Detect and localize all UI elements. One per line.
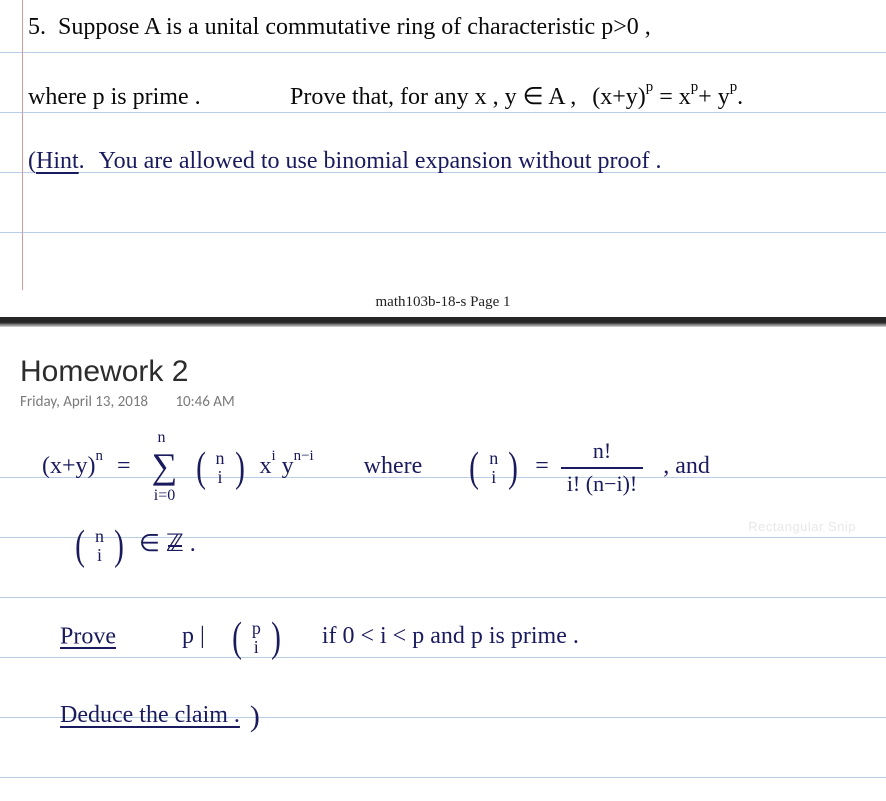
- deduce-line: Deduce the claim . ): [60, 693, 260, 732]
- rule-line: [0, 232, 886, 233]
- hw-meta: Friday, April 13, 2018 10:46 AM: [20, 393, 235, 411]
- rule-line: [0, 597, 886, 598]
- frac-den: i! (n−i)!: [561, 467, 643, 499]
- hint-line: (Hint. You are allowed to use binomial e…: [28, 146, 662, 177]
- hint-open: (: [28, 148, 36, 174]
- rule-line: [0, 52, 886, 53]
- text: 5.: [28, 14, 46, 40]
- deduce-text: Deduce the claim .: [60, 702, 240, 728]
- line2-left: where p is prime .: [28, 82, 201, 113]
- tail: , and: [663, 453, 710, 479]
- frac-num: n!: [587, 437, 617, 467]
- hint-colon: .: [79, 148, 85, 174]
- exp-p: p: [691, 79, 698, 95]
- hint-label: Hint: [36, 148, 79, 174]
- exp-p: p: [646, 79, 653, 95]
- lhs-base: (x+y): [42, 453, 96, 479]
- page-footer: math103b-18-s Page 1: [0, 290, 886, 317]
- close-paren: ): [250, 700, 260, 733]
- hint-body: You are allowed to use binomial expansio…: [99, 148, 662, 174]
- sigma-bot: i=0: [145, 486, 185, 507]
- exp-nmi: n−i: [294, 448, 314, 464]
- problem-number: 5. Suppose A is a unital commutative rin…: [28, 12, 651, 43]
- binom-bot: i: [254, 638, 259, 657]
- binom-ni: ( n i ): [191, 449, 250, 487]
- binom-stack: n i: [487, 449, 500, 487]
- eq2: =: [535, 453, 549, 479]
- binom-bot: i: [491, 468, 496, 487]
- binom-pi: ( p i ): [227, 619, 286, 657]
- page-separator: [0, 317, 886, 327]
- line2-right: Prove that, for any x , y ∈ A , (x+y)p =…: [290, 82, 743, 113]
- rule-line: [0, 777, 886, 778]
- binom-bot: i: [97, 546, 102, 565]
- binom-stack: n i: [93, 527, 106, 565]
- binom-top: n: [216, 449, 225, 468]
- binom-top: n: [489, 449, 498, 468]
- line1-text: Suppose A is a unital commutative ring o…: [58, 14, 651, 40]
- sigma: n ∑ i=0: [145, 448, 185, 487]
- binom-top: n: [95, 527, 104, 546]
- rhs: = xp+ yp.: [659, 84, 743, 110]
- binom-frac: n! i! (n−i)!: [561, 437, 643, 498]
- exp-p: p: [730, 79, 737, 95]
- sigma-symbol: ∑: [152, 446, 178, 486]
- binom-bot: i: [218, 468, 223, 487]
- hw-heading: Homework 2: [20, 355, 188, 389]
- prove-cond: if 0 < i < p and p is prime .: [322, 623, 579, 649]
- xy-term: xi yn−i: [260, 453, 314, 479]
- binom-top: p: [252, 619, 261, 638]
- binom-stack: n i: [214, 449, 227, 487]
- top-page: 5. Suppose A is a unital commutative rin…: [0, 0, 886, 290]
- margin-rule: [22, 0, 23, 290]
- prove-text: Prove that, for any x , y ∈ A ,: [290, 84, 576, 110]
- rule-line: [0, 657, 886, 658]
- where: where: [364, 453, 423, 479]
- prove-line: Prove p | ( p i ) if 0 < i < p and p is …: [60, 619, 579, 657]
- meta-date: Friday, April 13, 2018: [20, 393, 148, 411]
- exp-i: i: [272, 448, 276, 464]
- bottom-page: Homework 2 Friday, April 13, 2018 10:46 …: [0, 327, 886, 801]
- eq: =: [117, 453, 131, 479]
- int-line: ( n i ) ∈ ℤ .: [70, 527, 196, 565]
- meta-time: 10:46 AM: [175, 393, 234, 411]
- binom-ni-3: ( n i ): [70, 527, 129, 565]
- binomial-line: (x+y)n = n ∑ i=0 ( n i ) xi yn−i where (…: [42, 437, 710, 498]
- binom-ni-2: ( n i ): [464, 449, 523, 487]
- binom-stack: p i: [250, 619, 263, 657]
- inZ: ∈ ℤ .: [139, 531, 196, 557]
- divides: p |: [182, 623, 205, 649]
- bbZ: ℤ: [166, 529, 184, 560]
- sigma-top: n: [145, 428, 179, 449]
- lhs-exp: n: [96, 448, 103, 464]
- watermark: Rectangular Snip: [748, 519, 856, 534]
- prove-label: Prove: [60, 623, 116, 649]
- frobenius-eqn: (x+y)p = xp+ yp.: [592, 84, 743, 110]
- lhs-base: (x+y): [592, 84, 646, 110]
